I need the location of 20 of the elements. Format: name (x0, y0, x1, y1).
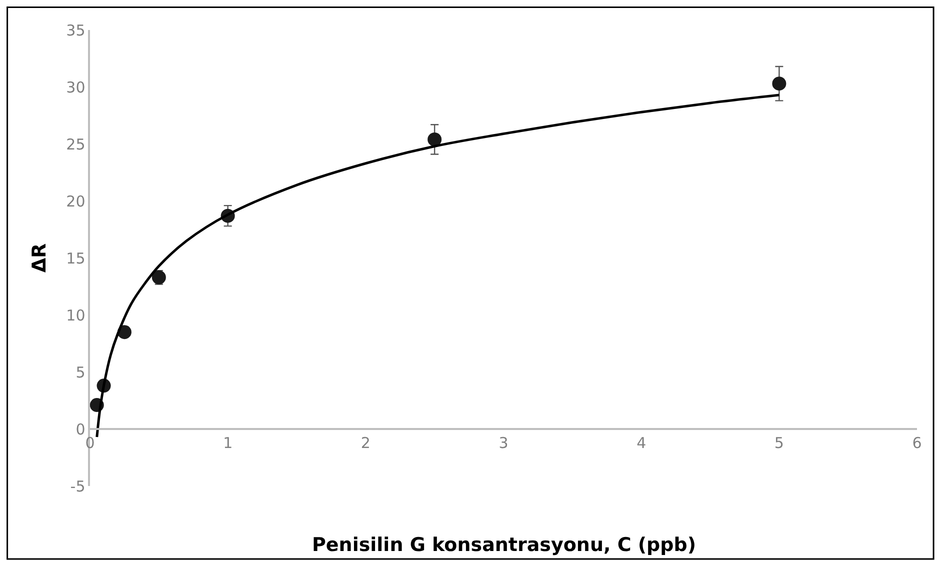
y-tick-label: 20 (66, 192, 86, 210)
x-tick-label: 1 (223, 434, 233, 452)
y-tick-label: 0 (76, 420, 86, 438)
y-tick-label: 15 (66, 249, 86, 268)
y-tick-label: 30 (66, 78, 86, 96)
y-tick-label: 10 (66, 306, 86, 324)
y-tick-label: 35 (66, 21, 86, 40)
x-tick-label: 6 (912, 434, 922, 452)
point (428, 132, 442, 146)
point (772, 76, 786, 91)
x-tick-label: 4 (636, 434, 646, 452)
y-axis-title: ΔR (28, 242, 51, 273)
point (152, 270, 166, 284)
y-tick-label: -5 (70, 477, 86, 496)
y-tick-label: 25 (66, 135, 86, 154)
y-tick-label: 5 (76, 363, 86, 382)
x-axis-title: Penisilin G konsantrasyonu, C (ppb) (312, 534, 696, 556)
x-tick-label: 5 (774, 434, 784, 452)
x-tick-label: 3 (498, 434, 508, 452)
x-tick-label: 2 (360, 434, 370, 452)
